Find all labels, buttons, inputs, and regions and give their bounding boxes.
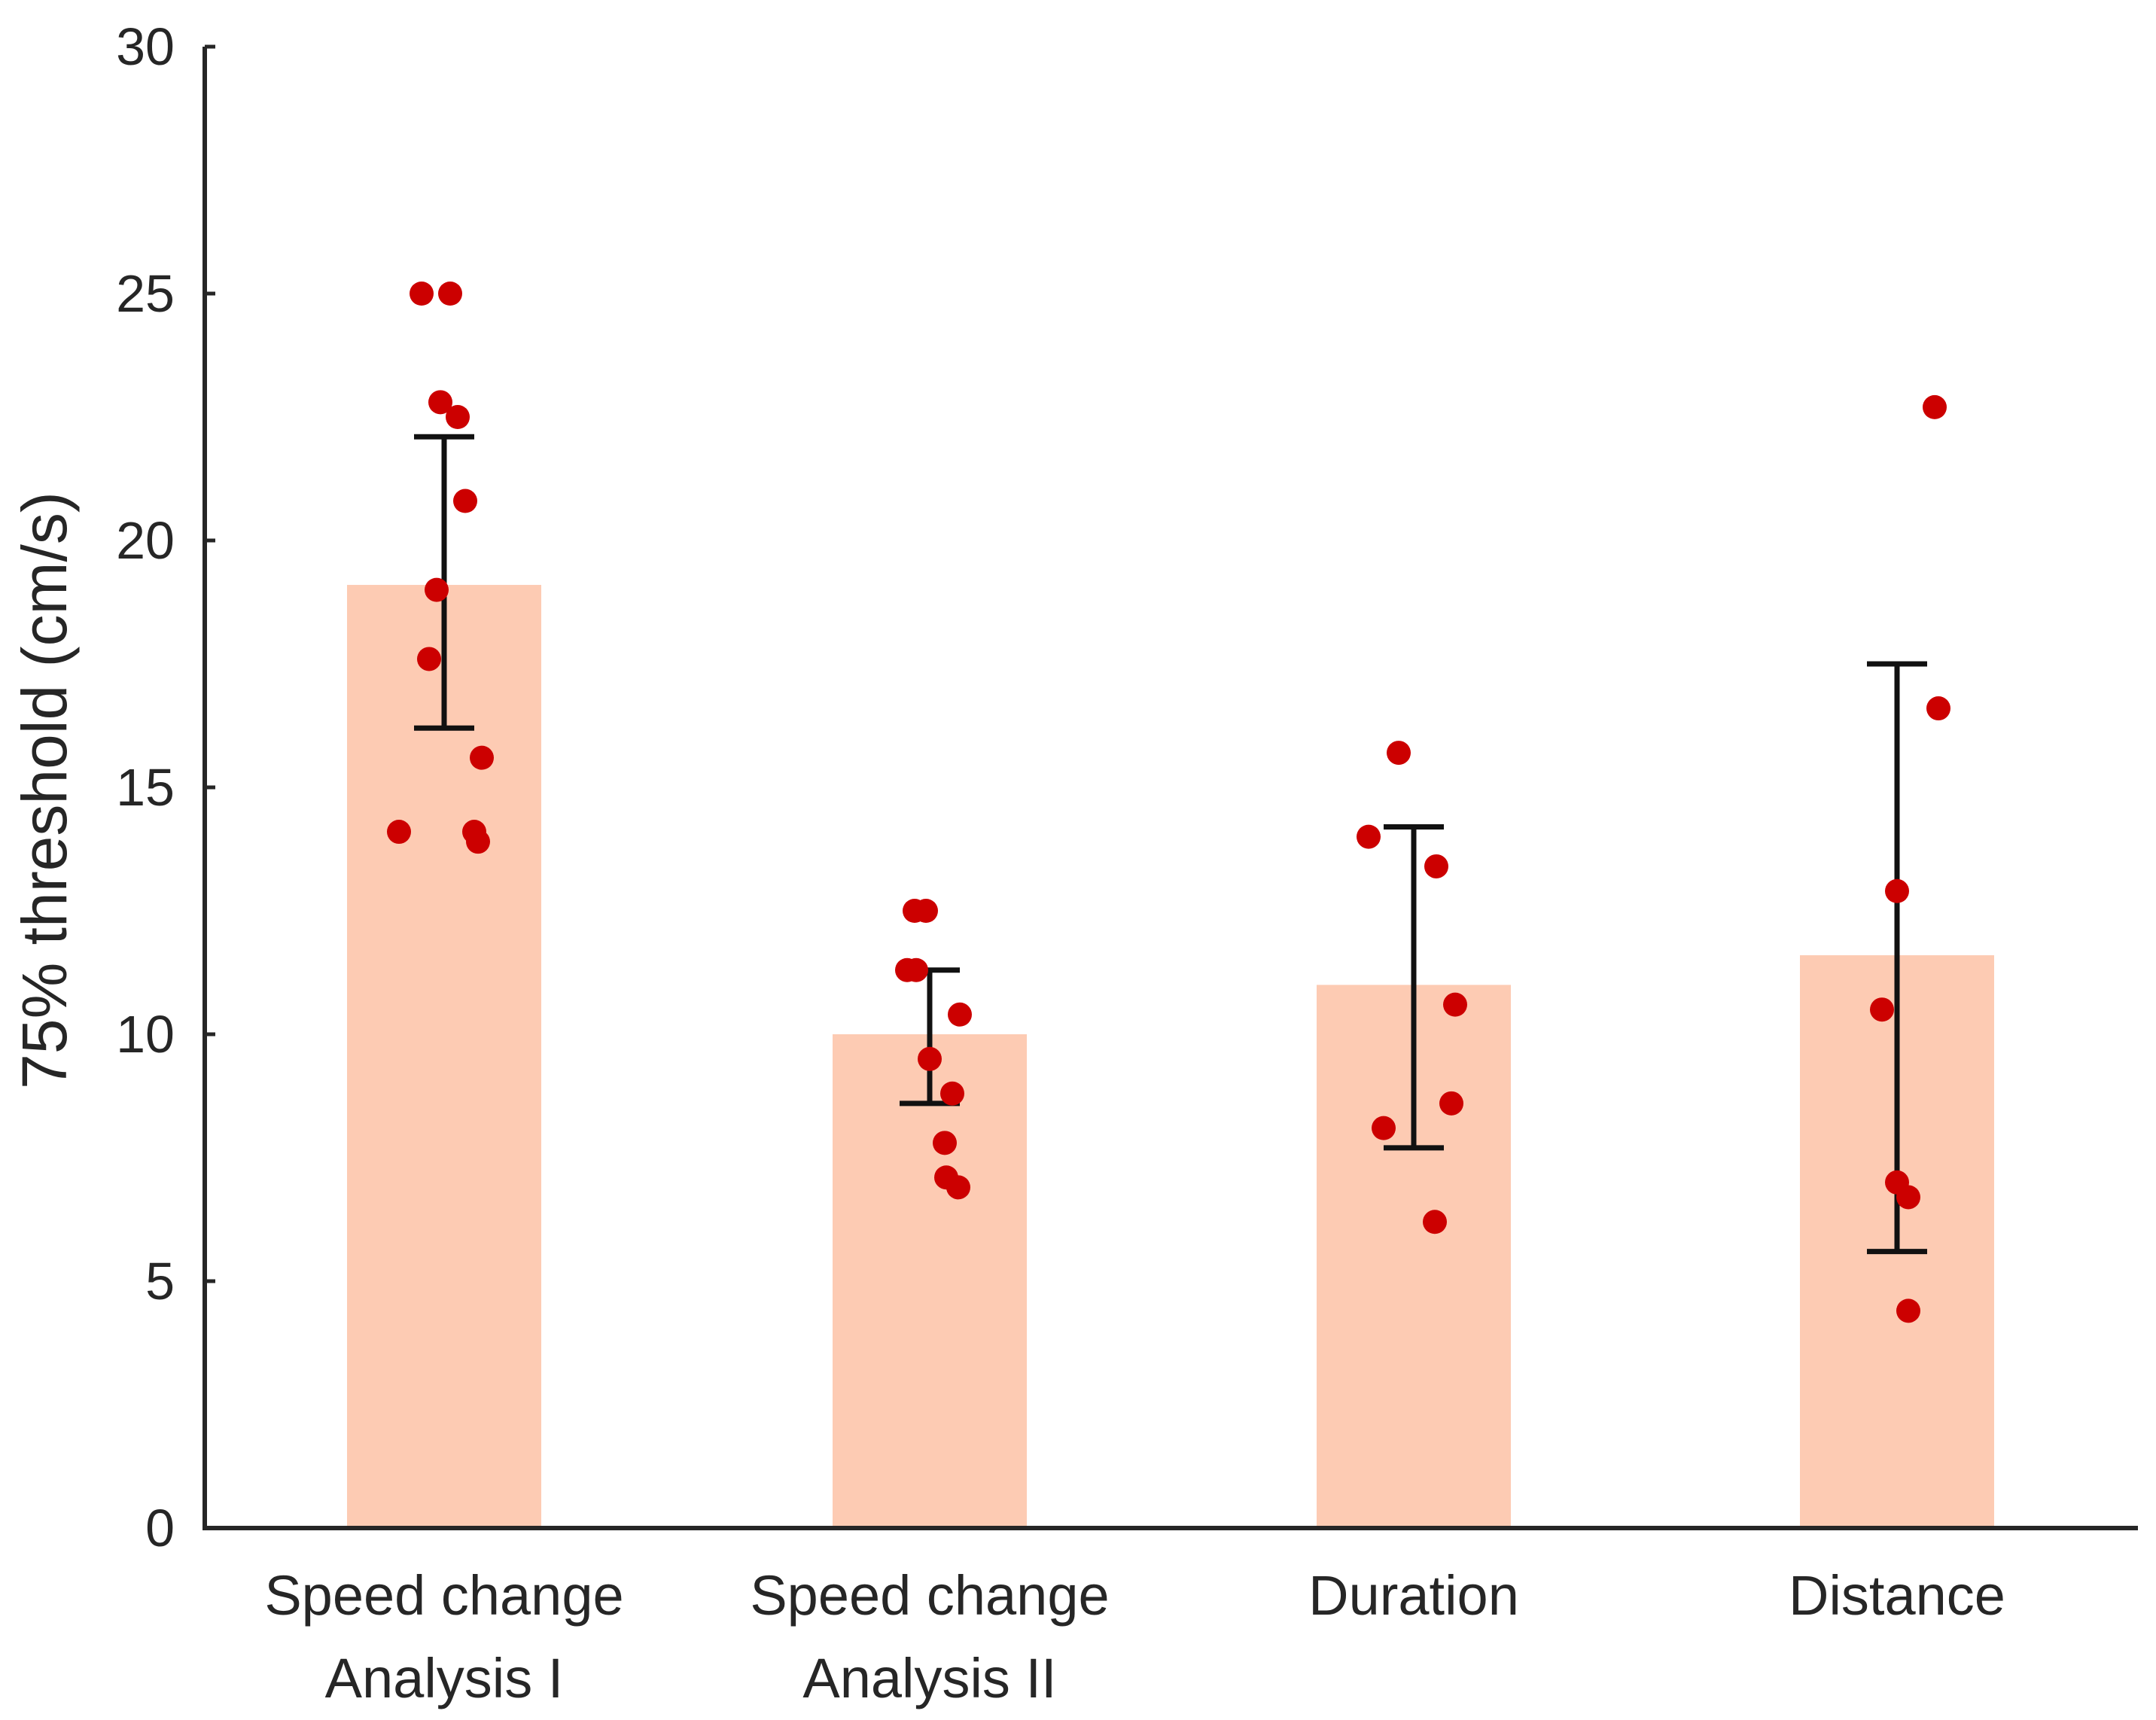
y-tick-label: 15 (116, 758, 175, 817)
data-point (1439, 1091, 1463, 1116)
error-bars-layer (414, 434, 1927, 1255)
data-point (410, 282, 434, 306)
x-tick-label: Speed change (264, 1564, 623, 1627)
data-point (1923, 394, 1947, 419)
x-tick-label: Duration (1308, 1564, 1519, 1627)
data-point (1357, 824, 1381, 849)
data-point (470, 745, 494, 770)
data-point (446, 405, 470, 429)
data-point (428, 390, 452, 415)
bar-1 (347, 585, 541, 1528)
data-point (904, 957, 928, 982)
error-bar-4 (1867, 661, 1927, 1255)
data-point (1424, 854, 1448, 878)
y-tick-label: 30 (116, 17, 175, 76)
y-tick-label: 10 (116, 1005, 175, 1064)
data-point (1870, 997, 1894, 1022)
bar-2 (833, 1034, 1027, 1528)
data-point (1372, 1116, 1396, 1140)
x-tick-label: Speed change (750, 1564, 1109, 1627)
axes-layer (203, 44, 2138, 1530)
y-tick-label: 5 (145, 1252, 175, 1311)
data-point (425, 577, 449, 602)
data-points-layer (387, 282, 1950, 1323)
data-point (438, 282, 462, 306)
data-point (918, 1046, 942, 1071)
y-tick-label: 0 (145, 1499, 175, 1557)
y-axis-title: 75% threshold (cm/s) (9, 492, 80, 1089)
data-point (946, 1175, 970, 1200)
data-point (933, 1131, 957, 1155)
data-point (1896, 1185, 1920, 1210)
data-point (940, 1081, 964, 1106)
data-point (387, 820, 411, 845)
data-point (914, 899, 938, 923)
bars-layer (347, 585, 1994, 1528)
data-point (466, 830, 490, 854)
data-point (1926, 696, 1950, 721)
x-tick-label: Analysis I (325, 1647, 564, 1709)
y-tick-label: 20 (116, 511, 175, 570)
x-tick-label: Analysis II (802, 1647, 1056, 1709)
data-point (453, 489, 477, 513)
error-bar-3 (1384, 823, 1444, 1151)
data-point (1885, 878, 1909, 903)
data-point (1423, 1210, 1447, 1234)
data-point (1387, 741, 1411, 766)
data-point (1896, 1298, 1920, 1323)
labels-layer: Speed change Analysis I Speed change Analys… (116, 17, 2005, 1709)
data-point (948, 1002, 972, 1027)
x-tick-label: Distance (1789, 1564, 2005, 1627)
y-tick-label: 25 (116, 264, 175, 323)
data-point (417, 647, 441, 671)
data-point (1443, 992, 1467, 1017)
